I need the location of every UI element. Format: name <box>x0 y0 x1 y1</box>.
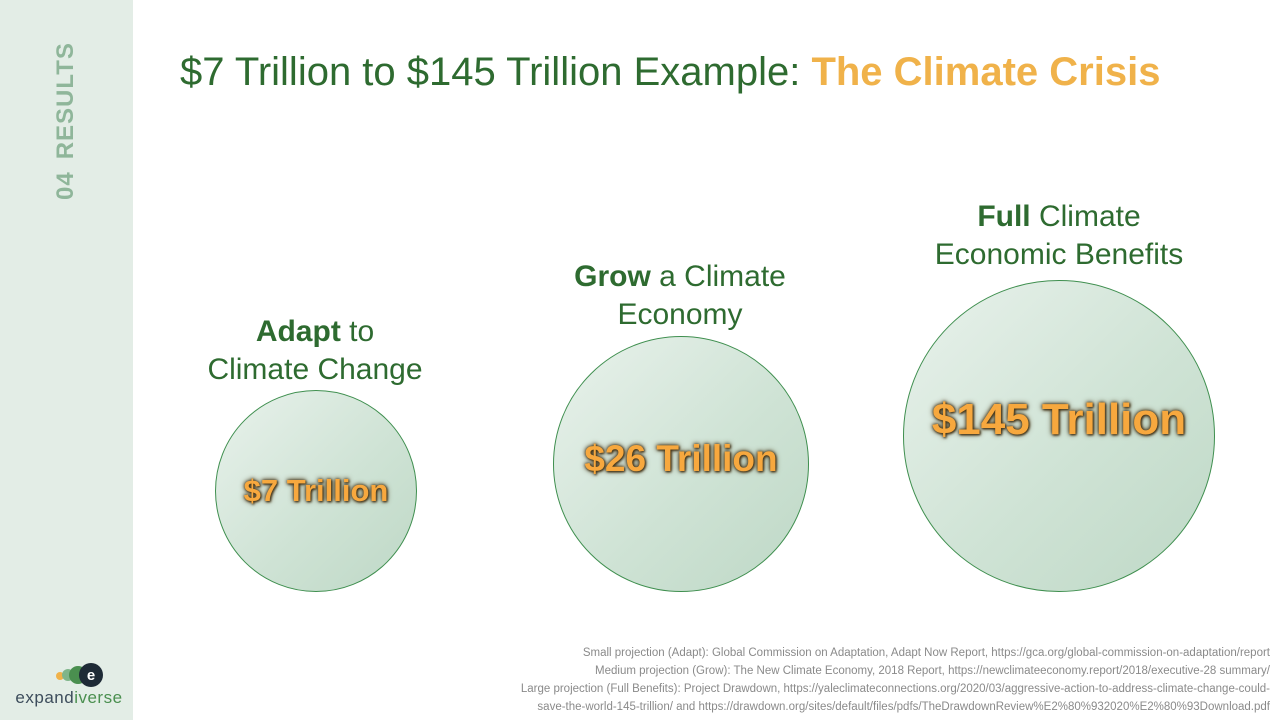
source-full-line1: Large projection (Full Benefits): Projec… <box>520 683 1270 695</box>
full-label-line2: Economic Benefits <box>934 238 1184 271</box>
adapt-label-line2: Climate Change <box>207 353 423 386</box>
logo-text-a: expand <box>15 688 75 707</box>
sidebar: 04 RESULTS e expandiverse <box>0 0 133 720</box>
full-label: Full Climate Economic Benefits <box>909 198 1209 274</box>
grow-label: Grow a Climate Economy <box>545 258 815 334</box>
grow-value: $26 Trillion <box>584 438 778 479</box>
adapt-value: $7 Trillion <box>243 473 389 508</box>
source-full-line2: save-the-world-145-trillion/ and https:/… <box>537 701 1270 713</box>
title-main: $7 Trillion to $145 Trillion Example: <box>180 50 812 94</box>
page-title: $7 Trillion to $145 Trillion Example: Th… <box>180 50 1160 95</box>
section-number: 04 <box>52 171 79 200</box>
section-label: 04 RESULTS <box>52 42 80 200</box>
full-value: $145 Trillion <box>931 395 1187 444</box>
grow-label-line2: Economy <box>617 298 743 331</box>
full-label-rest: Climate <box>1030 200 1141 233</box>
logo-mark-icon: e <box>56 663 103 687</box>
full-label-bold: Full <box>977 200 1031 233</box>
expandiverse-logo: e expandiverse <box>14 662 124 708</box>
grow-label-bold: Grow <box>574 260 651 293</box>
logo-text: expandiverse <box>14 688 124 708</box>
adapt-bubble: $7 Trillion <box>215 390 417 592</box>
adapt-label: Adapt to Climate Change <box>180 313 450 389</box>
grow-bubble: $26 Trillion <box>553 336 809 592</box>
adapt-label-rest: to <box>340 315 375 348</box>
source-notes: Small projection (Adapt): Global Commiss… <box>450 644 1270 716</box>
logo-text-b: iverse <box>74 688 123 707</box>
full-bubble: $145 Trillion <box>903 280 1215 592</box>
logo-letter: e <box>87 667 95 684</box>
source-grow: Medium projection (Grow): The New Climat… <box>595 665 1270 677</box>
source-adapt: Small projection (Adapt): Global Commiss… <box>582 647 1270 659</box>
title-accent: The Climate Crisis <box>811 50 1161 94</box>
adapt-label-bold: Adapt <box>255 315 341 348</box>
section-name: RESULTS <box>52 42 79 160</box>
grow-label-rest: a Climate <box>650 260 786 293</box>
